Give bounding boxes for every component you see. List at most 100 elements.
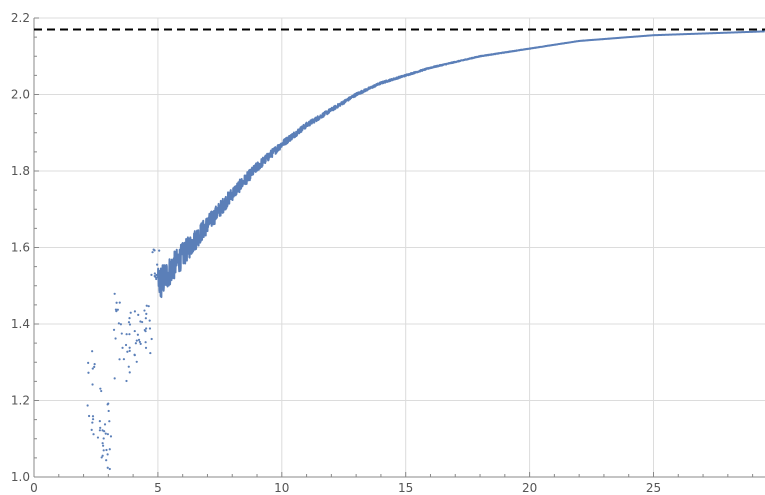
scatter-point: [87, 414, 91, 418]
scatter-point: [115, 301, 118, 304]
scatter-point: [148, 327, 152, 330]
y-tick-label: 1.6: [11, 241, 30, 255]
x-tick-label: 0: [30, 481, 38, 495]
scatter-point: [139, 320, 142, 323]
scatter-point: [108, 448, 111, 451]
scatter-point: [116, 308, 119, 311]
scatter-point: [102, 437, 105, 440]
curve-series: [156, 30, 765, 299]
scatter-point: [106, 433, 109, 436]
series-line: [156, 30, 765, 299]
scatter-point: [145, 312, 148, 315]
scatter-point: [101, 442, 104, 445]
scatter-point: [91, 350, 94, 353]
scatter-point: [152, 248, 155, 251]
scatter-point: [126, 350, 129, 353]
scatter-point: [108, 467, 111, 471]
scatter-point: [100, 456, 103, 459]
scatter-point: [133, 310, 137, 313]
scatter-point: [155, 277, 158, 281]
scatter-point: [87, 361, 90, 364]
scatter-point: [141, 320, 144, 324]
scatter-point: [106, 453, 109, 456]
scatter-point: [109, 435, 113, 438]
scatter-point: [91, 383, 94, 386]
scatter-point: [136, 333, 139, 336]
scatter-point: [119, 323, 122, 326]
ticks: 0 5 10 15 20 25 1.0 1.2 1.4 1.6 1.8 2.0 2.2: [11, 11, 754, 495]
scatter-point: [91, 421, 94, 424]
scatter-point: [137, 338, 141, 341]
scatter-point: [107, 402, 110, 405]
scatter-point: [105, 448, 108, 452]
scatter-point: [124, 343, 128, 347]
scatter-point: [144, 341, 147, 344]
scatter-point: [134, 342, 137, 345]
scatter-point: [137, 313, 140, 316]
scatter-point: [91, 367, 94, 370]
scatter-point: [153, 272, 156, 275]
scatter-point: [91, 418, 95, 421]
scatter-point: [92, 433, 95, 436]
scatter-point: [158, 249, 161, 252]
scatter-point: [128, 346, 131, 349]
scatter-point: [156, 263, 159, 266]
scatter-point: [143, 309, 146, 312]
scatter-point: [151, 251, 154, 254]
scatter-point: [113, 377, 116, 380]
scatter-point: [108, 420, 111, 423]
scatter-point: [93, 363, 96, 366]
scatter-point: [113, 292, 116, 295]
scatter-point: [133, 354, 136, 357]
scatter-point: [128, 371, 131, 374]
scatter-point: [103, 430, 106, 433]
scatter-point: [93, 365, 96, 368]
scatter-point: [101, 429, 104, 432]
scatter-point: [96, 436, 100, 439]
scatter-point: [133, 329, 136, 333]
scatter-point: [150, 337, 153, 341]
scatter-point: [128, 317, 131, 320]
scatter-point: [129, 311, 132, 314]
scatter-point: [138, 340, 141, 344]
scatter-point: [117, 322, 120, 325]
scatter-point: [98, 429, 101, 432]
scatter-point: [147, 305, 150, 308]
x-tick-label: 5: [154, 481, 162, 495]
scatter-point: [105, 459, 108, 462]
scatter-point: [125, 379, 128, 383]
scatter-point: [121, 346, 124, 349]
scatter-point: [102, 449, 105, 452]
scatter-point: [114, 308, 118, 311]
scatter-point: [127, 365, 130, 368]
scatter-point: [128, 349, 131, 353]
x-tick-label: 10: [274, 481, 289, 495]
scatter-point: [90, 428, 93, 432]
scatter-point: [135, 339, 138, 342]
scatter-point: [125, 333, 128, 336]
scatter-point: [144, 346, 148, 349]
y-tick-label: 1.2: [11, 394, 30, 408]
y-tick-label: 1.8: [11, 164, 30, 178]
scatter-point: [91, 415, 95, 418]
scatter-point: [99, 387, 102, 390]
scatter-point: [148, 319, 151, 322]
scatter-point: [112, 328, 116, 331]
y-tick-label: 2.0: [11, 88, 30, 102]
scatter-point: [153, 274, 156, 278]
scatter-point: [86, 404, 89, 407]
scatter-point: [135, 360, 138, 363]
scatter-point: [118, 358, 121, 361]
scatter-point: [106, 466, 109, 469]
scatter-point: [102, 444, 105, 447]
scatter-point: [114, 337, 117, 340]
scatter-point: [87, 371, 90, 374]
grid: [34, 17, 765, 477]
y-tick-label: 1.0: [11, 470, 30, 484]
scatter-point: [98, 420, 101, 423]
scatter-point: [145, 327, 148, 330]
y-tick-label: 2.2: [11, 11, 30, 25]
scatter-point: [99, 426, 102, 429]
scatter-point: [150, 273, 153, 276]
x-tick-label: 15: [398, 481, 413, 495]
